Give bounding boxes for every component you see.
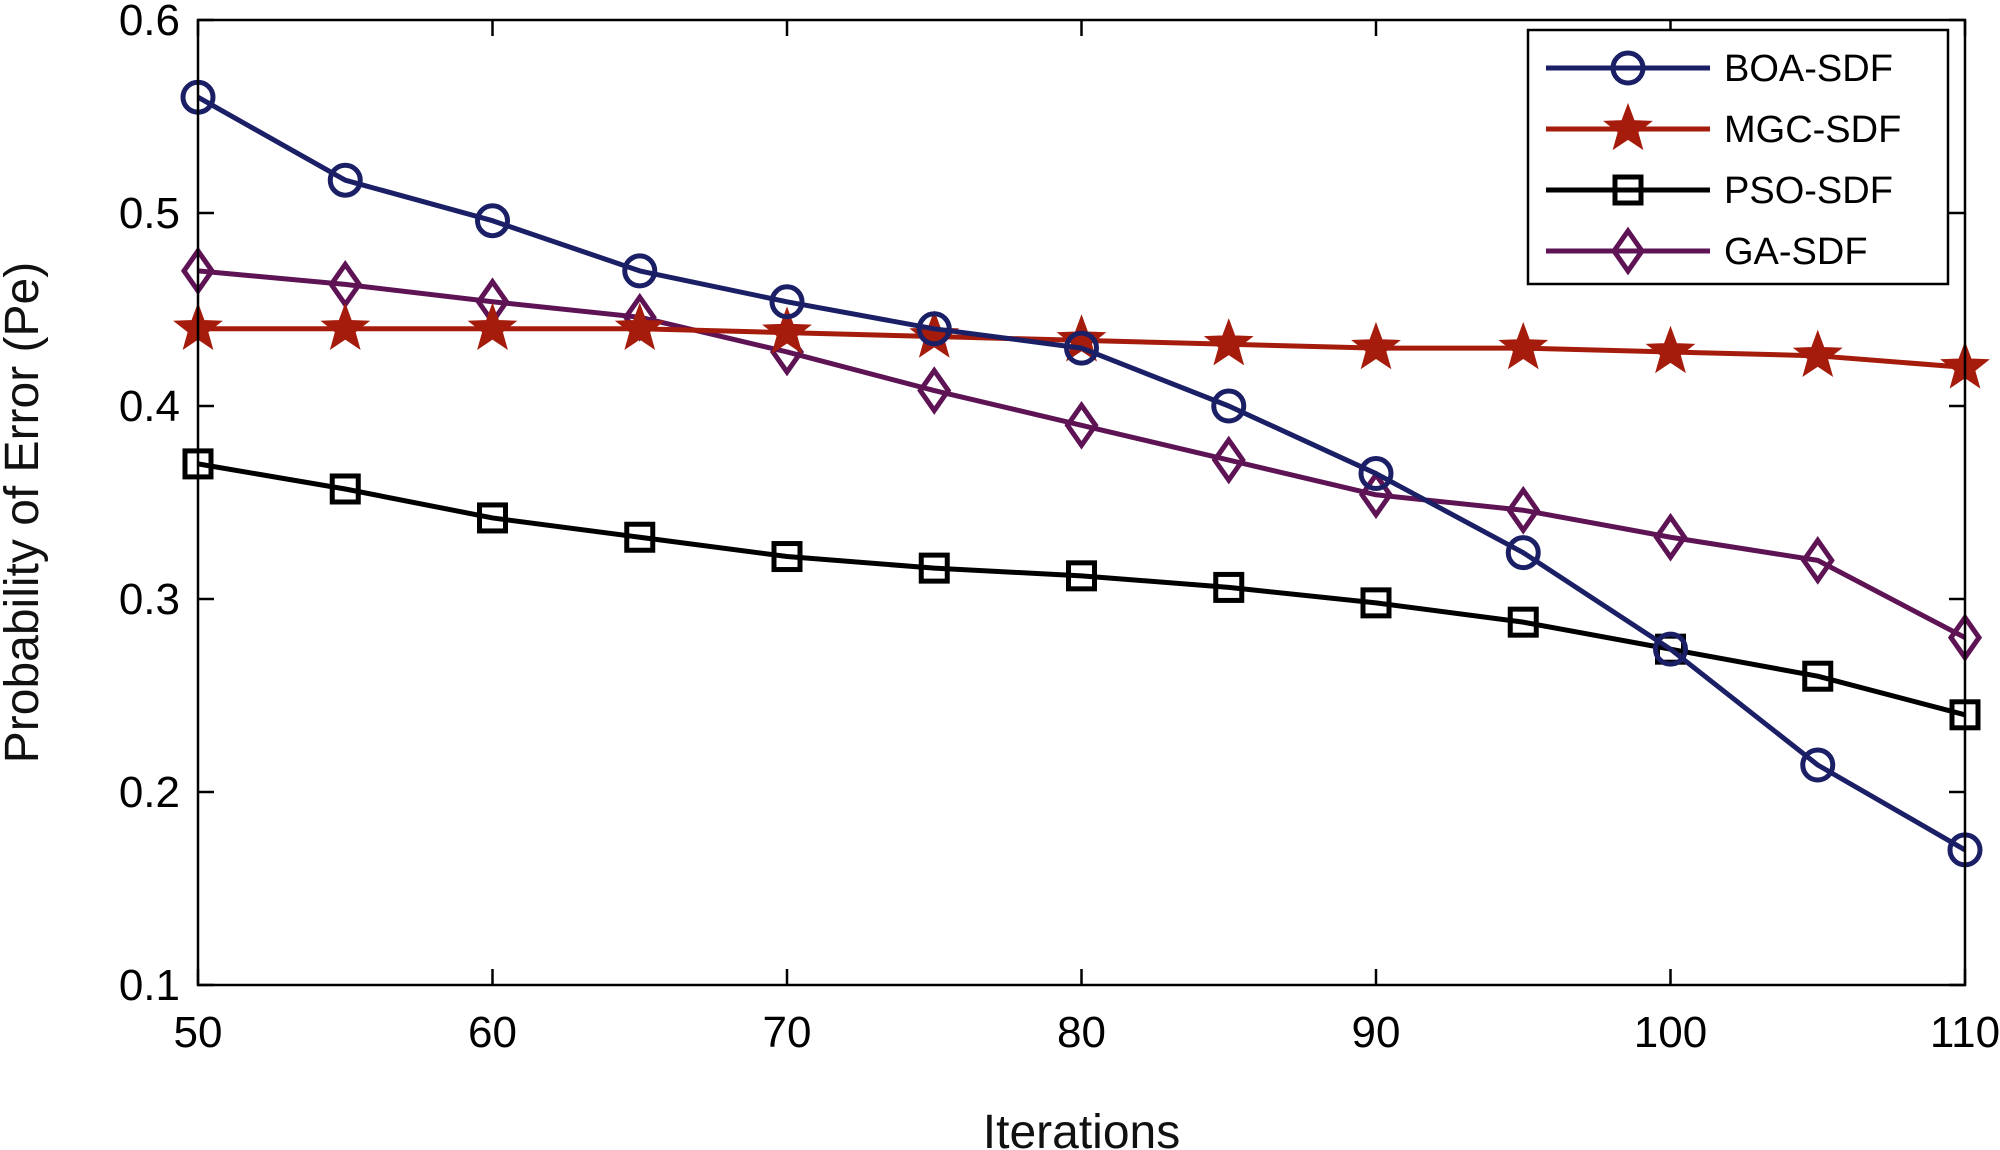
data-point xyxy=(1351,321,1401,370)
data-point xyxy=(622,253,658,289)
data-point xyxy=(1211,388,1247,424)
data-point xyxy=(1213,571,1245,603)
y-tick-label: 0.6 xyxy=(119,0,180,45)
y-tick-label: 0.2 xyxy=(119,768,180,817)
data-point xyxy=(320,302,371,350)
legend-marker xyxy=(1603,102,1653,151)
data-point xyxy=(467,302,518,350)
data-point xyxy=(1645,325,1696,374)
series-boa-sdf xyxy=(180,79,1983,868)
legend-marker xyxy=(1612,174,1644,206)
series-mgc-sdf xyxy=(173,302,1990,389)
y-tick-label: 0.1 xyxy=(119,961,180,1010)
data-point xyxy=(1498,321,1549,370)
data-point xyxy=(1507,606,1539,638)
legend-marker xyxy=(1610,226,1646,276)
plot-area-frame xyxy=(196,18,1967,987)
data-point xyxy=(1800,536,1835,585)
data-point xyxy=(916,311,952,347)
data-point xyxy=(771,541,803,573)
data-point xyxy=(1802,660,1834,692)
data-point xyxy=(477,502,508,534)
legend: BOA-SDF MGC-SDF PSO-SDF GA-SDF xyxy=(1526,28,1950,286)
data-point xyxy=(614,302,665,350)
x-axis-label: Iterations xyxy=(983,1106,1180,1150)
data-point xyxy=(1358,456,1394,492)
x-tick-label: 90 xyxy=(1352,1008,1401,1057)
legend-label: BOA-SDF xyxy=(1724,48,1893,90)
legend-box xyxy=(1526,28,1950,286)
data-point xyxy=(1203,318,1254,366)
data-point xyxy=(624,521,656,553)
data-point xyxy=(1064,400,1099,450)
legend-item: BOA-SDF xyxy=(1546,48,1893,90)
data-point xyxy=(475,203,510,239)
data-point xyxy=(1653,631,1688,667)
legend-marker xyxy=(1610,50,1646,86)
data-point xyxy=(918,552,950,584)
data-point xyxy=(1064,330,1099,366)
x-tick-label: 50 xyxy=(174,1008,223,1057)
x-tick-label: 80 xyxy=(1057,1008,1106,1057)
legend-item: PSO-SDF xyxy=(1546,170,1893,212)
legend-item: MGC-SDF xyxy=(1546,102,1901,151)
x-tick-label: 60 xyxy=(468,1008,517,1057)
legend-item: GA-SDF xyxy=(1546,226,1868,276)
data-point xyxy=(1505,535,1541,571)
x-axis-ticks: 50 60 70 80 90 100 110 xyxy=(174,20,2000,1057)
data-point xyxy=(762,306,812,354)
series-line xyxy=(197,268,1967,640)
series-layer xyxy=(173,79,1990,868)
data-point xyxy=(327,162,363,198)
series-line xyxy=(196,95,1967,853)
data-point xyxy=(917,366,952,415)
legend-label: GA-SDF xyxy=(1724,231,1868,273)
data-point xyxy=(1800,747,1836,783)
y-axis-label: Probability of Error (Pe) xyxy=(0,262,49,764)
data-point xyxy=(1792,329,1843,377)
data-point xyxy=(1066,560,1097,592)
y-tick-label: 0.3 xyxy=(119,575,180,624)
data-point xyxy=(1653,512,1688,562)
x-tick-label: 70 xyxy=(763,1008,812,1057)
y-tick-label: 0.5 xyxy=(119,189,180,238)
y-axis-ticks: 0.1 0.2 0.3 0.4 0.5 0.6 xyxy=(119,0,1965,1010)
x-tick-label: 100 xyxy=(1634,1008,1707,1057)
data-point xyxy=(769,284,805,320)
y-tick-label: 0.4 xyxy=(119,382,180,431)
legend-label: PSO-SDF xyxy=(1724,170,1893,212)
legend-items: BOA-SDF MGC-SDF PSO-SDF GA-SDF xyxy=(1546,48,1901,276)
data-point xyxy=(1211,435,1246,485)
data-point xyxy=(1506,485,1541,535)
data-point xyxy=(329,473,361,505)
data-point xyxy=(1360,587,1392,619)
legend-label: MGC-SDF xyxy=(1724,109,1901,151)
x-tick-label: 110 xyxy=(1930,1008,2000,1057)
